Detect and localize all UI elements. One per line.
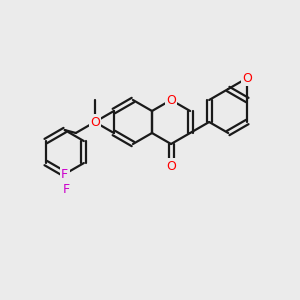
Text: F: F — [63, 183, 70, 196]
Text: O: O — [166, 160, 176, 172]
Text: O: O — [242, 71, 252, 85]
Text: F: F — [61, 168, 68, 181]
Text: O: O — [242, 71, 252, 85]
Text: O: O — [90, 116, 100, 128]
Text: O: O — [166, 94, 176, 106]
